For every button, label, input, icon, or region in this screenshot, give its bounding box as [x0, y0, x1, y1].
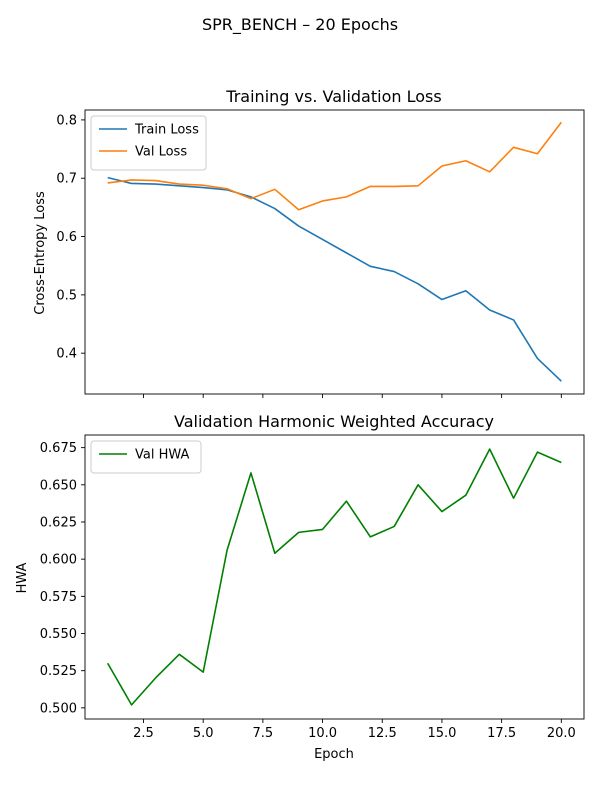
loss-axes-frame	[84, 109, 585, 395]
hwa-y-tick-label: 0.500	[40, 701, 77, 716]
hwa-x-tick-label: 5.0	[193, 726, 214, 741]
hwa-x-tick-label: 17.5	[487, 726, 516, 741]
hwa-x-tick-label: 7.5	[253, 726, 274, 741]
hwa-legend-label-val-hwa: Val HWA	[135, 448, 190, 463]
loss-legend-label-val-loss: Val Loss	[135, 145, 187, 160]
loss-y-tick-label: 0.4	[56, 347, 77, 362]
hwa-x-tick-label: 12.5	[368, 726, 397, 741]
loss-legend-label-train-loss: Train Loss	[134, 123, 199, 138]
hwa-x-tick-label: 2.5	[133, 726, 154, 741]
hwa-y-tick-label: 0.650	[40, 478, 77, 493]
loss-panel: Training vs. Validation Loss Cross-Entro…	[33, 87, 585, 398]
hwa-y-tick-label: 0.550	[40, 627, 77, 642]
hwa-y-tick-label: 0.575	[40, 590, 77, 605]
hwa-x-tick-label: 15.0	[427, 726, 456, 741]
loss-plot-area: 0.4 0.5 0.6 0.7 0.8 Train Loss Val Loss	[56, 109, 585, 398]
hwa-legend	[90, 440, 202, 474]
hwa-x-axis-label: Epoch	[314, 747, 354, 762]
loss-y-tick-label: 0.7	[56, 172, 77, 187]
hwa-y-tick-label: 0.525	[40, 664, 77, 679]
hwa-axes-frame	[84, 434, 585, 720]
loss-y-axis-label: Cross-Entropy Loss	[33, 191, 48, 315]
hwa-y-axis-label: HWA	[15, 562, 30, 593]
hwa-panel-title: Validation Harmonic Weighted Accuracy	[174, 412, 494, 431]
hwa-series-val-hwa	[106, 448, 562, 706]
loss-y-tick-label: 0.6	[56, 230, 77, 245]
hwa-y-tick-label: 0.600	[40, 553, 77, 568]
hwa-x-tick-label: 10.0	[308, 726, 337, 741]
loss-panel-title: Training vs. Validation Loss	[225, 87, 441, 106]
hwa-panel: Validation Harmonic Weighted Accuracy HW…	[15, 412, 585, 762]
loss-series-val-loss	[107, 121, 562, 211]
loss-series-train-loss	[107, 176, 562, 382]
hwa-y-tick-label: 0.625	[40, 515, 77, 530]
hwa-plot-area: 2.5 5.0 7.5 10.0 12.5 15.0 17.5 20.0 0.500 0.525 0…	[40, 434, 585, 741]
hwa-x-tick-label: 20.0	[547, 726, 576, 741]
figure-suptitle: SPR_BENCH – 20 Epochs	[202, 15, 398, 35]
hwa-y-tick-label: 0.675	[40, 441, 77, 456]
loss-y-tick-label: 0.8	[56, 113, 77, 128]
loss-y-tick-label: 0.5	[56, 288, 77, 303]
